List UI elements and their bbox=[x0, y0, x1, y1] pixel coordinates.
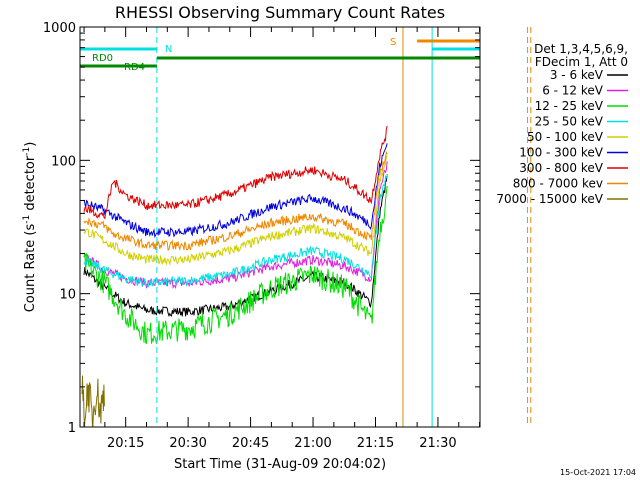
marker-layer bbox=[79, 27, 532, 427]
y-axis-label: Count Rate (s-1 detector-1) bbox=[22, 142, 38, 313]
series-line bbox=[83, 150, 388, 251]
series-line bbox=[81, 375, 105, 428]
legend-entry: 25 - 50 keV bbox=[535, 115, 604, 129]
state-annotation: S bbox=[390, 37, 396, 48]
x-tick-label: 20:15 bbox=[107, 436, 144, 451]
x-tick-label: 21:30 bbox=[419, 436, 456, 451]
series-line bbox=[83, 161, 388, 290]
legend-entry: 7000 - 15000 keV bbox=[496, 192, 603, 206]
legend-header: Det 1,3,4,5,6,9, bbox=[534, 42, 628, 56]
legend-entry: 800 - 7000 kev bbox=[513, 177, 603, 191]
legend-entry: 3 - 6 keV bbox=[550, 68, 604, 82]
y-tick-label: 1000 bbox=[43, 21, 76, 36]
series-line bbox=[83, 174, 388, 288]
legend-entry: 6 - 12 keV bbox=[542, 84, 604, 98]
x-tick-label: 20:45 bbox=[232, 436, 269, 451]
series-line bbox=[83, 155, 388, 266]
series-line bbox=[83, 185, 388, 344]
legend-entry: 300 - 800 keV bbox=[519, 161, 603, 175]
series-line bbox=[83, 125, 388, 220]
series-line bbox=[83, 143, 388, 239]
legend-entry: 100 - 300 keV bbox=[519, 146, 603, 160]
y-axis: 1 10 100 1000 bbox=[43, 21, 480, 436]
footer-date: 15-Oct-2021 17:04 bbox=[560, 468, 636, 477]
state-annotation: N bbox=[165, 44, 172, 55]
state-layer: N S RD0 RD4 bbox=[80, 37, 480, 73]
x-tick-label: 21:00 bbox=[294, 436, 331, 451]
chart-title: RHESSI Observing Summary Count Rates bbox=[115, 3, 445, 22]
legend-entry: 12 - 25 keV bbox=[535, 99, 604, 113]
x-axis-label: Start Time (31-Aug-09 20:04:02) bbox=[174, 457, 386, 472]
y-tick-label: 100 bbox=[51, 154, 76, 169]
x-axis: 20:15 20:30 20:45 21:00 21:15 21:30 bbox=[83, 27, 481, 451]
state-annotation: RD4 bbox=[124, 62, 145, 73]
y-tick-label: 1 bbox=[68, 421, 76, 436]
legend: Det 1,3,4,5,6,9,FDecim 1, Att 03 - 6 keV… bbox=[496, 42, 628, 206]
plot-frame bbox=[79, 26, 481, 428]
y-tick-label: 10 bbox=[59, 288, 76, 303]
x-tick-label: 20:30 bbox=[169, 436, 206, 451]
state-annotation: RD0 bbox=[92, 53, 113, 64]
x-tick-label: 21:15 bbox=[357, 436, 394, 451]
legend-entry: 50 - 100 keV bbox=[527, 130, 604, 144]
legend-header: FDecim 1, Att 0 bbox=[535, 55, 628, 69]
series-layer bbox=[81, 125, 388, 428]
